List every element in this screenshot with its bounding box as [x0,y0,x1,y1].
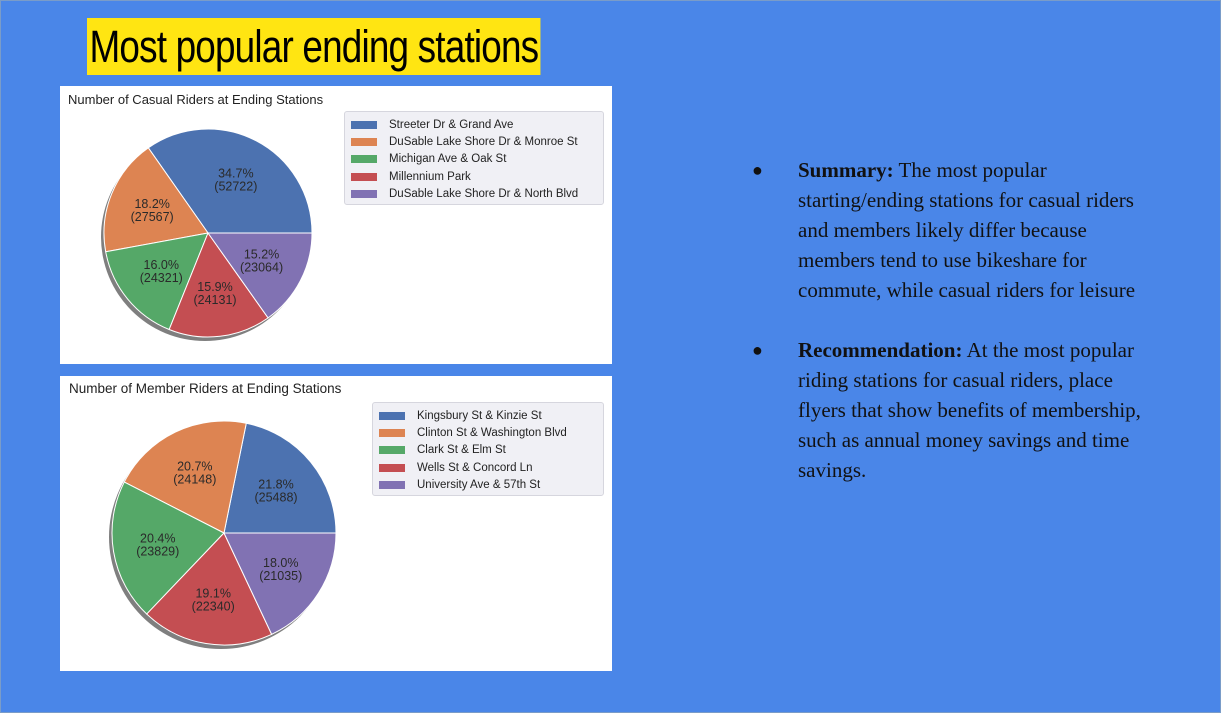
legend-swatch [351,189,377,198]
pie-slice [207,232,313,319]
pie-percent-label: 21.8% [258,477,293,491]
pie-count-label: (25488) [254,490,297,504]
member-pie-chart: 21.8%(25488) 20.7%(24148) 20.4%(23829) 19.1… [109,420,337,649]
casual-chart-legend: Streeter Dr & Grand Ave DuSable Lake Sho… [344,111,604,206]
recommendation-heading: Recommendation: [798,338,963,362]
pie-slice [223,532,337,636]
legend-item: University Ave & 57th St [379,476,597,493]
pie-slice [105,232,209,331]
pie-slice [223,422,337,534]
pie-count-label: (23064) [240,261,283,275]
legend-item: Wells St & Concord Ln [379,459,597,476]
legend-item: Clark St & Elm St [379,442,597,459]
legend-label: Wells St & Concord Ln [417,461,533,474]
legend-item: DuSable Lake Shore Dr & Monroe St [351,133,597,150]
pie-percent-label: 18.2% [134,197,169,211]
legend-swatch [379,411,405,420]
legend-swatch [379,428,405,437]
pie-percent-label: 16.0% [144,258,179,272]
pie-slice [123,420,247,534]
summary-bullet: ● Summary: The most popular starting/end… [752,155,1142,305]
legend-swatch [351,172,377,181]
legend-item: Michigan Ave & Oak St [351,151,597,168]
pie-count-label: (27567) [131,210,174,224]
legend-label: Michigan Ave & Oak St [389,153,507,166]
pie-slice [103,147,209,253]
pie-count-label: (21035) [259,569,302,583]
legend-swatch [379,463,405,472]
legend-label: Kingsbury St & Kinzie St [417,409,542,422]
pie-percent-label: 15.2% [244,248,279,262]
pie-count-label: (52722) [214,179,257,193]
legend-swatch [351,155,377,164]
legend-label: Millennium Park [389,170,471,183]
legend-label: Clark St & Elm St [417,444,506,457]
pie-percent-label: 20.4% [140,531,175,545]
recommendation-bullet: ● Recommendation: At the most popular ri… [752,335,1142,485]
legend-item: Clinton St & Washington Blvd [379,424,597,441]
casual-chart-title: Number of Casual Riders at Ending Statio… [68,92,324,107]
summary-heading: Summary: [798,158,894,182]
legend-item: Millennium Park [351,168,597,185]
member-chart-panel: Number of Member Riders at Ending Statio… [60,376,612,671]
pie-slice [147,128,313,234]
pie-percent-label: 20.7% [177,459,212,473]
pie-slice [168,231,269,338]
legend-item: DuSable Lake Shore Dr & North Blvd [351,185,597,202]
member-chart-title: Number of Member Riders at Ending Statio… [69,381,342,396]
bullet-dot-icon: ● [752,160,763,180]
legend-item: Kingsbury St & Kinzie St [379,407,597,424]
pie-slice [145,532,273,646]
legend-swatch [379,446,405,455]
pie-percent-label: 18.0% [263,556,298,570]
pie-count-label: (24321) [140,271,183,285]
pie-percent-label: 19.1% [195,586,230,600]
legend-label: DuSable Lake Shore Dr & North Blvd [389,187,579,200]
legend-item: Streeter Dr & Grand Ave [351,116,597,133]
casual-pie-chart: 34.7%(52722) 18.2%(27567) 16.0%(24321) 15.9… [101,128,313,341]
casual-chart-panel: Number of Casual Riders at Ending Statio… [60,86,612,364]
legend-label: DuSable Lake Shore Dr & Monroe St [389,135,578,148]
slide-title: Most popular ending stations [87,18,541,75]
pie-slice [111,481,225,615]
member-chart-legend: Kingsbury St & Kinzie St Clinton St & Wa… [372,402,604,497]
legend-swatch [351,120,377,129]
legend-label: Clinton St & Washington Blvd [417,426,567,439]
pie-count-label: (24131) [193,293,236,307]
pie-count-label: (23829) [136,544,179,558]
recommendation-text: At the most popular riding stations for … [798,338,1141,482]
pie-percent-label: 34.7% [218,166,253,180]
pie-count-label: (24148) [173,472,216,486]
bullet-list: ● Summary: The most popular starting/end… [752,155,1142,515]
pie-count-label: (22340) [192,599,235,613]
legend-label: Streeter Dr & Grand Ave [389,118,514,131]
legend-swatch [379,480,405,489]
bullet-dot-icon: ● [752,340,763,360]
legend-swatch [351,137,377,146]
pie-percent-label: 15.9% [197,280,232,294]
summary-text: The most popular starting/ending station… [798,158,1136,302]
legend-label: University Ave & 57th St [417,478,541,491]
